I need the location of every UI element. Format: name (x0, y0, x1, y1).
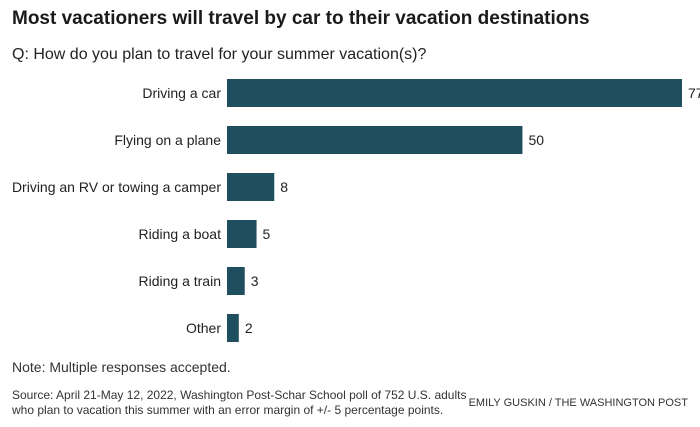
category-label: Riding a boat (138, 226, 221, 242)
category-label: Driving an RV or towing a camper (12, 179, 221, 195)
category-label: Driving a car (142, 85, 221, 101)
category-label: Flying on a plane (114, 132, 221, 148)
bar (227, 267, 245, 295)
bar (227, 79, 682, 107)
value-label: 50 (528, 132, 544, 148)
chart-credit: EMILY GUSKIN / THE WASHINGTON POST (468, 397, 688, 409)
value-label: 2 (245, 320, 253, 336)
bar (227, 220, 257, 248)
bar (227, 173, 275, 201)
value-label: 5 (263, 226, 271, 242)
bar-chart: Driving a car 77% Flying on a plane 50 Drivi… (12, 79, 700, 342)
chart-subtitle: Q: How do you plan to travel for your su… (12, 46, 427, 63)
bar (227, 314, 239, 342)
value-label: 8 (280, 179, 288, 195)
value-label: 3 (251, 273, 259, 289)
category-label: Other (186, 320, 221, 336)
chart-note: Note: Multiple responses accepted. (12, 359, 231, 375)
chart-source: Source: April 21-May 12, 2022, Washingto… (12, 388, 467, 417)
bar (227, 126, 523, 154)
category-label: Riding a train (139, 273, 222, 289)
chart-title: Most vacationers will travel by car to t… (12, 8, 590, 29)
value-label: 77% (688, 85, 700, 101)
